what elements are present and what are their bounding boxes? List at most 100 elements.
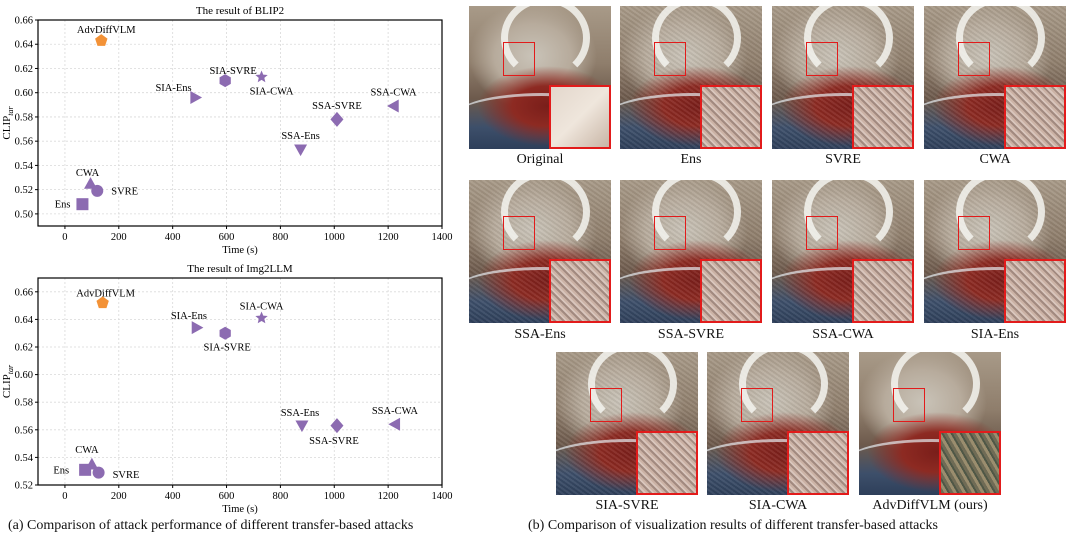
image-original — [469, 6, 611, 149]
point-label-sia-cwa: SIA-CWA — [250, 86, 294, 97]
point-label-ens: Ens — [55, 200, 71, 211]
marker-sia-cwa — [255, 70, 268, 83]
point-label-sia-svre: SIA-SVRE — [210, 66, 257, 77]
x-tick-label: 400 — [165, 232, 181, 243]
label-ssa-cwa: SSA-CWA — [812, 327, 874, 342]
y-tick-label: 0.50 — [15, 209, 33, 220]
caption-a: (a) Comparison of attack performance of … — [8, 518, 414, 533]
x-tick-label: 1000 — [324, 232, 345, 243]
label-sia-ens: SIA-Ens — [970, 327, 1020, 342]
y-tick-label: 0.60 — [15, 88, 33, 99]
label-original: Original — [516, 152, 564, 167]
image-ssa-cwa — [772, 180, 914, 323]
point-label-advdiffvlm: AdvDiffVLM — [77, 25, 136, 36]
y-tick-label: 0.64 — [15, 315, 34, 326]
y-axis-label: CLIPtar — [1, 106, 15, 140]
y-tick-label: 0.66 — [15, 287, 33, 298]
x-tick-label: 200 — [111, 491, 127, 502]
y-tick-label: 0.58 — [15, 112, 33, 123]
point-label-sia-ens: SIA-Ens — [171, 311, 207, 322]
image-sia-cwa — [707, 352, 849, 495]
image-ssa-ens — [469, 180, 611, 323]
marker-cwa — [85, 457, 99, 470]
marker-svre — [91, 184, 104, 197]
plot-frame — [37, 19, 443, 227]
point-label-cwa: CWA — [75, 445, 99, 456]
y-tick-label: 0.52 — [15, 185, 33, 196]
x-tick-label: 1400 — [432, 232, 453, 243]
marker-sia-ens — [190, 91, 203, 105]
y-tick-label: 0.56 — [15, 137, 33, 148]
point-label-ssa-ens: SSA-Ens — [281, 408, 320, 419]
x-tick-label: 600 — [219, 491, 235, 502]
label-ssa-svre: SSA-SVRE — [657, 327, 725, 342]
x-axis-label: Time (s) — [222, 504, 258, 515]
marker-svre — [92, 466, 105, 479]
marker-ssa-svre — [330, 418, 344, 434]
y-tick-label: 0.52 — [15, 481, 33, 492]
image-sia-ens — [924, 180, 1066, 323]
marker-ssa-ens — [295, 420, 309, 433]
point-label-ssa-cwa: SSA-CWA — [372, 406, 419, 417]
point-label-ssa-svre: SSA-SVRE — [309, 436, 359, 447]
marker-cwa — [84, 177, 98, 189]
y-axis-label: CLIPtar — [1, 364, 15, 398]
marker-sia-svre — [219, 326, 231, 340]
y-tick-label: 0.56 — [15, 425, 33, 436]
marker-ssa-cwa — [387, 99, 399, 113]
label-sia-svre: SIA-SVRE — [595, 498, 659, 513]
point-label-svre: SVRE — [113, 470, 140, 481]
y-tick-label: 0.54 — [15, 161, 34, 172]
label-ens: Ens — [680, 152, 702, 167]
marker-ens — [76, 198, 89, 211]
caption-b: (b) Comparison of visualization results … — [528, 518, 938, 533]
point-label-sia-cwa: SIA-CWA — [240, 302, 284, 313]
point-label-svre: SVRE — [111, 186, 138, 197]
image-sia-svre — [556, 352, 698, 495]
y-tick-label: 0.60 — [15, 370, 33, 381]
x-tick-label: 0 — [62, 491, 67, 502]
image-ens — [620, 6, 762, 149]
marker-advdiffvlm — [95, 34, 108, 46]
chart-panel: The result of BLIP2 0 200 400 600 800 1000 1200… — [0, 0, 460, 543]
y-tick-label: 0.66 — [15, 16, 33, 27]
label-advdiffvlm: AdvDiffVLM (ours) — [872, 498, 988, 513]
marker-advdiffvlm — [96, 296, 109, 309]
image-cwa — [924, 6, 1066, 149]
point-label-advdiffvlm: AdvDiffVLM — [76, 288, 135, 299]
x-tick-label: 800 — [273, 491, 289, 502]
chart-title: The result of BLIP2 — [196, 5, 284, 17]
marker-ssa-ens — [294, 144, 308, 157]
point-label-ssa-ens: SSA-Ens — [281, 131, 320, 142]
label-svre: SVRE — [825, 152, 861, 167]
chart-img2llm: The result of Img2LLM 0 200 400 600 800 1000 12… — [1, 263, 453, 515]
point-label-ens: Ens — [53, 465, 69, 476]
x-tick-label: 1400 — [432, 491, 453, 502]
marker-sia-ens — [191, 321, 204, 335]
y-tick-label: 0.54 — [15, 453, 34, 464]
label-cwa: CWA — [979, 152, 1011, 167]
chart-title: The result of Img2LLM — [187, 263, 293, 275]
x-axis-label: Time (s) — [222, 245, 258, 255]
marker-sia-svre — [219, 74, 231, 88]
y-tick-label: 0.62 — [15, 64, 33, 75]
x-tick-label: 200 — [111, 232, 127, 243]
x-tick-label: 800 — [273, 232, 289, 243]
image-svre — [772, 6, 914, 149]
point-label-sia-ens: SIA-Ens — [155, 83, 191, 94]
point-label-sia-svre: SIA-SVRE — [204, 343, 251, 354]
x-tick-label: 1000 — [324, 491, 345, 502]
x-tick-label: 1200 — [378, 491, 399, 502]
marker-ssa-cwa — [388, 417, 401, 431]
image-advdiffvlm — [859, 352, 1001, 495]
marker-ssa-svre — [330, 111, 344, 127]
x-tick-label: 0 — [62, 232, 67, 243]
y-tick-label: 0.64 — [15, 40, 34, 51]
point-label-cwa: CWA — [76, 168, 100, 179]
y-tick-label: 0.58 — [15, 398, 33, 409]
x-tick-label: 400 — [165, 491, 181, 502]
x-tick-label: 1200 — [378, 232, 399, 243]
label-ssa-ens: SSA-Ens — [514, 327, 566, 342]
marker-sia-cwa — [255, 311, 268, 324]
y-tick-label: 0.62 — [15, 343, 33, 354]
